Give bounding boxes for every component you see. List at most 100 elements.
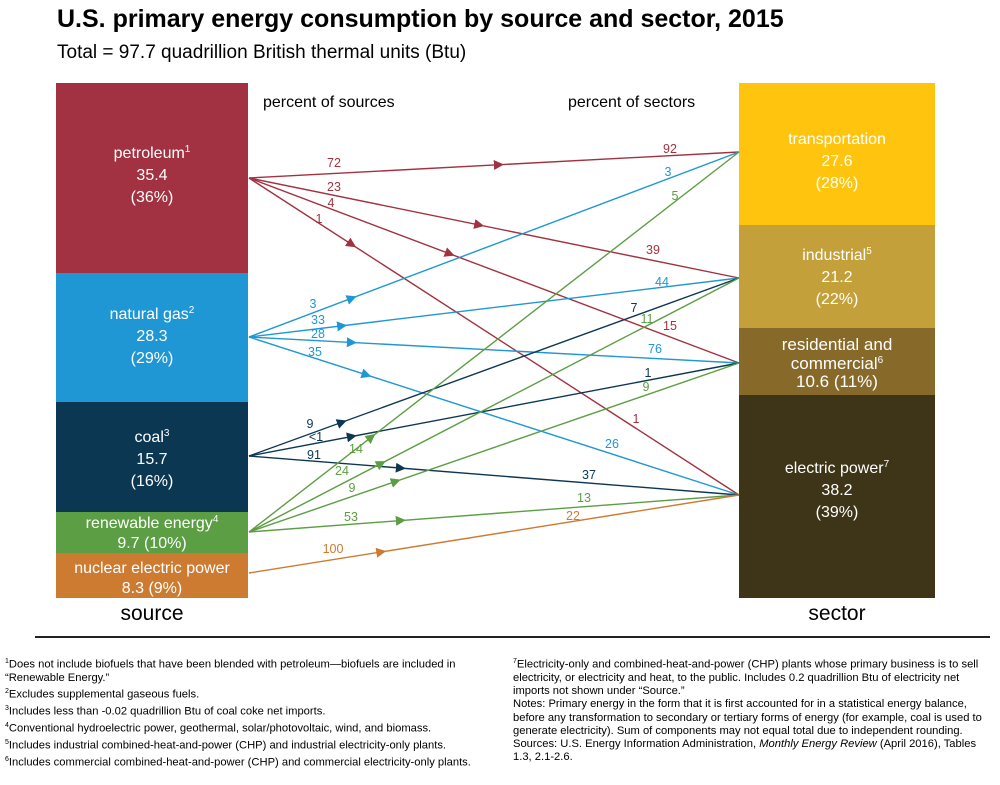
flow-line-natural_gas-industrial [248, 277, 740, 338]
sector-box-transportation [739, 83, 935, 225]
source-label-petroleum: petroleum1 [114, 144, 191, 162]
flow-label-sector-natural_gas-industrial: 44 [655, 275, 669, 289]
flow-label-sector-petroleum-residential: 15 [663, 319, 677, 333]
chart-subtitle: Total = 97.7 quadrillion British thermal… [57, 42, 467, 63]
flow-label-sector-natural_gas-transportation: 3 [665, 165, 672, 179]
flow-label-source-renewable-electric: 53 [344, 510, 358, 524]
flow-line-coal-residential [248, 362, 740, 457]
flow-label-source-natural_gas-industrial: 33 [311, 313, 325, 327]
flow-arrow-nuclear-electric [375, 547, 387, 558]
flow-label-source-natural_gas-electric: 35 [308, 345, 322, 359]
sources-text: Sources: U.S. Energy Information Adminis… [513, 737, 977, 764]
sector-value-transportation: 27.6 [821, 153, 852, 170]
source-label-renewable: renewable energy4 [86, 514, 219, 532]
source-label-nuclear: nuclear electric power [74, 560, 230, 577]
source-value-natural_gas: 28.3 [136, 328, 167, 345]
flow-arrow-natural_gas-electric [360, 368, 372, 379]
source-value-coal: 15.7 [136, 451, 167, 468]
axis-label-sector: sector [808, 602, 865, 625]
flow-line-coal-industrial [248, 277, 740, 457]
flow-arrow-natural_gas-industrial [336, 321, 348, 332]
flow-label-sector-coal-electric: 37 [582, 468, 596, 482]
notes-text: Notes: Primary energy in the form that i… [513, 698, 982, 737]
sector-value-residential: 10.6 (11%) [796, 372, 878, 391]
flow-line-renewable-electric [248, 494, 740, 533]
flow-line-petroleum-residential [248, 177, 740, 364]
flow-line-renewable-residential [248, 362, 740, 533]
sector-label-transportation: transportation [788, 131, 886, 148]
flow-arrow-renewable-residential [389, 478, 401, 488]
flow-arrow-renewable-industrial [374, 461, 386, 471]
source-value-petroleum: 35.4 [136, 167, 167, 184]
chart-title: U.S. primary energy consumption by sourc… [57, 5, 784, 33]
source-box-natural_gas [56, 273, 248, 402]
flow-line-petroleum-electric [248, 177, 740, 496]
footnote-4: 4Conventional hydroelectric power, geoth… [5, 722, 432, 735]
flow-arrow-coal-industrial [335, 419, 347, 429]
flow-label-sector-renewable-electric: 13 [577, 491, 591, 505]
sector-box-residential [739, 328, 935, 395]
source-label-natural_gas: natural gas2 [110, 305, 195, 323]
source-value-nuclear: 8.3 (9%) [122, 580, 182, 597]
flow-chart: petroleum1 35.4 (36%) natural gas2 28.3 (29%)… [56, 83, 935, 625]
flow-label-source-renewable-industrial: 24 [335, 464, 349, 478]
flow-arrow-natural_gas-transportation [345, 295, 357, 305]
flow-line-coal-electric [248, 455, 740, 496]
flow-label-sector-natural_gas-electric: 26 [605, 437, 619, 451]
footnote-1: 1Does not include biofuels that have bee… [5, 658, 456, 684]
flow-label-sector-renewable-industrial: 11 [641, 312, 654, 326]
flow-label-source-nuclear-electric: 100 [323, 542, 344, 556]
sector-box-industrial [739, 225, 935, 328]
flow-line-renewable-transportation [248, 151, 740, 533]
header-percent-of-sectors: percent of sectors [568, 94, 695, 111]
footnote-5: 5Includes industrial combined-heat-and-p… [5, 738, 447, 752]
sector-percent-industrial: (22%) [816, 291, 859, 308]
flow-label-sector-renewable-transportation: 5 [672, 189, 679, 203]
sector-label-electric: electric power7 [785, 459, 890, 477]
flow-line-nuclear-electric [248, 494, 740, 574]
source-percent-natural_gas: (29%) [131, 350, 174, 367]
footnote-6: 6Includes commercial combined-heat-and-p… [5, 755, 471, 769]
flow-label-source-natural_gas-transportation: 3 [310, 297, 317, 311]
sector-label-industrial: industrial5 [802, 246, 872, 264]
flow-label-source-coal-electric: 91 [307, 448, 321, 462]
flow-label-source-petroleum-electric: 1 [316, 212, 323, 226]
flow-line-renewable-industrial [248, 277, 740, 533]
footnote-2: 2Excludes supplemental gaseous fuels. [5, 688, 200, 701]
axis-label-source: source [120, 602, 183, 625]
flow-label-source-natural_gas-residential: 28 [311, 327, 325, 341]
source-value-renewable: 9.7 (10%) [117, 535, 186, 552]
flow-label-source-petroleum-residential: 4 [328, 196, 335, 210]
flow-line-petroleum-industrial [248, 177, 740, 279]
flow-arrow-petroleum-residential [443, 247, 455, 257]
footnote-divider [35, 636, 990, 638]
footnotes-right: 7Electricity-only and combined-heat-and-… [513, 655, 995, 764]
sector-percent-electric: (39%) [816, 504, 859, 521]
source-percent-petroleum: (36%) [131, 189, 174, 206]
flow-label-sector-natural_gas-residential: 76 [648, 342, 662, 356]
sector-value-industrial: 21.2 [821, 269, 852, 286]
source-percent-coal: (16%) [131, 473, 174, 490]
flow-line-natural_gas-residential [248, 336, 740, 364]
flow-label-sector-nuclear-electric: 22 [566, 509, 580, 523]
flow-label-sector-coal-industrial: 7 [631, 301, 638, 315]
flow-label-sector-petroleum-electric: 1 [633, 412, 640, 426]
flow-label-sector-petroleum-industrial: 39 [646, 243, 660, 257]
sector-box-electric [739, 395, 935, 598]
sector-label-line2-residential: commercial6 [791, 354, 884, 373]
flow-label-source-coal-residential: <1 [309, 430, 323, 444]
sector-value-electric: 38.2 [821, 482, 852, 499]
source-box-petroleum [56, 83, 248, 273]
header-percent-of-sources: percent of sources [263, 94, 395, 111]
flow-label-sector-petroleum-transportation: 92 [663, 142, 677, 156]
flow-arrow-petroleum-electric [344, 237, 357, 248]
flow-arrow-petroleum-industrial [473, 219, 485, 229]
flow-arrow-coal-residential [346, 432, 357, 443]
footnotes-left: 1Does not include biofuels that have bee… [5, 655, 493, 770]
source-box-renewable [56, 512, 248, 553]
source-box-nuclear [56, 553, 248, 598]
flow-label-sector-renewable-residential: 9 [643, 380, 650, 394]
sector-label-residential: residential and [782, 335, 893, 354]
flow-label-source-renewable-residential: 9 [349, 481, 356, 495]
flow-label-sector-coal-residential: 1 [645, 366, 652, 380]
